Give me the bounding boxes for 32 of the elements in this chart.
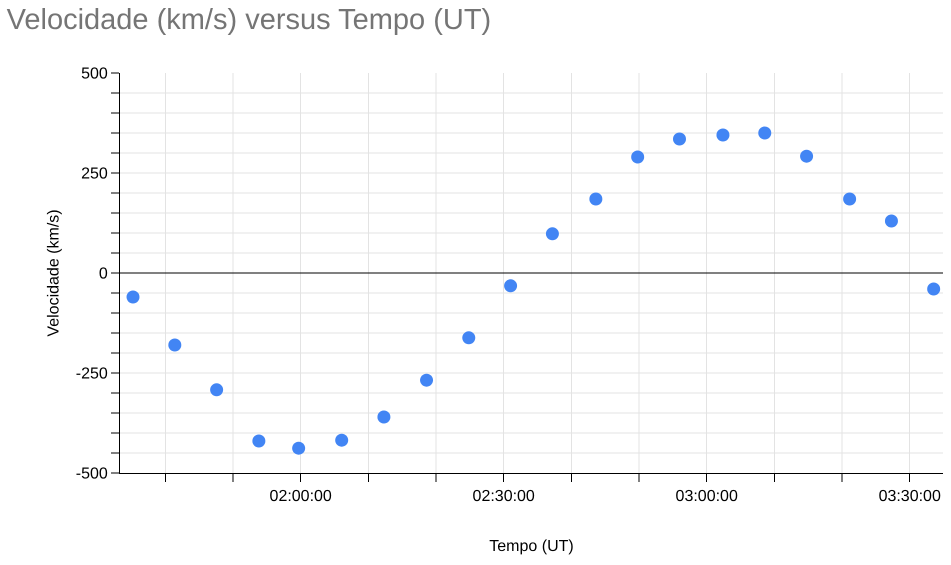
point [884, 214, 898, 228]
x-axis-title: Tempo (UT) [489, 538, 574, 555]
x-tick-label: 02:30:00 [472, 488, 535, 506]
point [420, 374, 434, 387]
point [292, 442, 306, 455]
y-tick-label: 500 [81, 66, 108, 83]
y-tick-label: 0 [98, 266, 108, 283]
point [546, 227, 559, 240]
y-axis-title: Velocidade (km/s) [46, 209, 63, 337]
x-tick-label: 02:00:00 [270, 488, 332, 506]
point [631, 150, 644, 164]
point [843, 192, 856, 206]
point [210, 383, 224, 396]
point [462, 331, 476, 344]
point [335, 434, 348, 447]
x-tick-label: 03:00:00 [676, 488, 738, 506]
point [589, 192, 602, 206]
y-tick-label: -250 [76, 366, 108, 383]
x-tick-label: 03:30:00 [878, 488, 941, 506]
point [927, 282, 940, 296]
point [716, 128, 730, 142]
point [252, 434, 266, 448]
y-tick-label: 250 [81, 166, 108, 183]
point [168, 338, 182, 352]
point [126, 290, 140, 304]
point [800, 150, 814, 163]
point [377, 410, 390, 424]
y-tick-label: -500 [76, 466, 108, 483]
point [504, 279, 518, 292]
chart-title: Velocidade (km/s) versus Tempo (UT) [6, 4, 492, 36]
point [672, 132, 686, 146]
point [758, 126, 772, 140]
